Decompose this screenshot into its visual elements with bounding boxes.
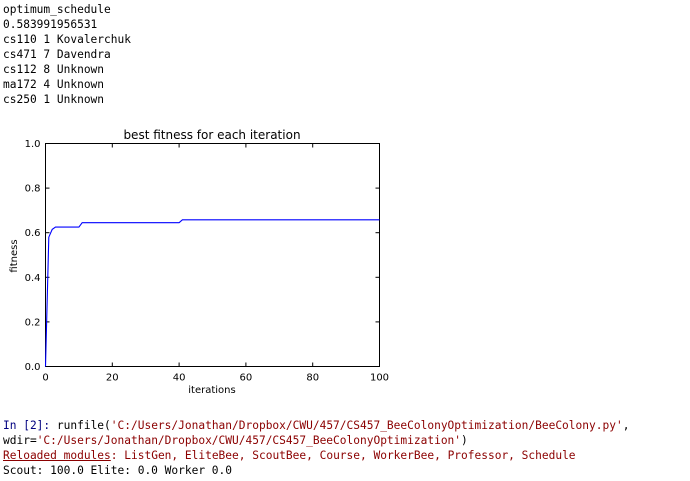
y-tick-label: 1.0 [25,139,41,150]
output-line-course: cs250 1 Unknown [3,93,105,106]
fitness-chart: best fitness for each iteration 0.00.20.… [9,128,389,396]
y-tick-label: 0.0 [25,362,41,373]
x-tick-label: 80 [306,373,319,384]
wdir-label: wdir= [3,434,37,447]
chart-title: best fitness for each iteration [123,128,300,142]
series-line [44,219,380,367]
wdir-path: 'C:/Users/Jonathan/Dropbox/CWU/457/CS457… [36,434,462,447]
reloaded-modules-link[interactable]: Reloaded modules [3,449,111,462]
console-status-line: Scout: 100.0 Elite: 0.0 Worker 0.0 [3,464,233,477]
call-close: ) [461,434,468,447]
output-line-course: cs110 1 Kovalerchuk [3,33,131,46]
runfile-call: runfile( [50,419,111,432]
script-path: 'C:/Users/Jonathan/Dropbox/CWU/457/CS457… [110,419,623,432]
reloaded-colon: : [110,449,125,462]
console-prompt: In [2]: [3,419,51,432]
x-tick-label: 20 [106,373,119,384]
output-line-fitness: 0.583991956531 [3,18,98,31]
console-wdir-line: wdir='C:/Users/Jonathan/Dropbox/CWU/457/… [3,433,629,448]
output-line-course: cs471 7 Davendra [3,48,111,61]
y-tick-label: 0.4 [25,273,41,284]
y-tick-label: 0.6 [25,228,41,239]
arg-separator: , [622,419,630,432]
y-axis-ticks: 0.0 0.2 0.4 0.6 0.8 1.0 [25,139,380,373]
output-line-course: ma172 4 Unknown [3,78,105,91]
x-axis-label: iterations [188,385,235,396]
y-axis-label: fitness [9,239,20,272]
console-command-line: In [2]: runfile('C:/Users/Jonathan/Dropb… [3,418,629,433]
output-line-course: cs112 8 Unknown [3,63,105,76]
x-tick-label: 60 [240,373,253,384]
console-output: In [2]: runfile('C:/Users/Jonathan/Dropb… [3,418,629,478]
reloaded-module-list: ListGen, EliteBee, ScoutBee, Course, Wor… [124,449,576,462]
x-tick-label: 40 [173,373,186,384]
x-axis-ticks: 0 20 40 60 80 100 [42,143,389,384]
y-tick-label: 0.2 [25,317,41,328]
output-line-header: optimum_schedule [3,3,111,16]
y-tick-label: 0.8 [25,184,41,195]
plot-frame [45,143,380,367]
x-tick-label: 0 [42,373,48,384]
console-reloaded-line: Reloaded modules: ListGen, EliteBee, Sco… [3,448,629,463]
program-output: optimum_schedule 0.583991956531 cs110 1 … [3,2,131,107]
x-tick-label: 100 [370,373,389,384]
